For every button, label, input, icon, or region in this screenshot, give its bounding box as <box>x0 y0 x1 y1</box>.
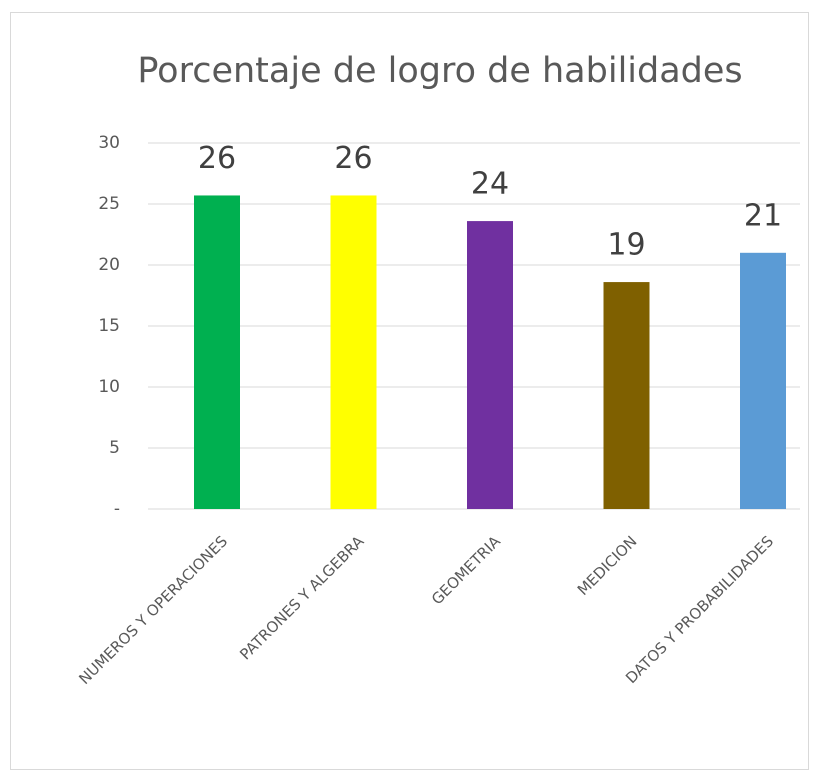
bar <box>740 252 786 510</box>
chart-title: Porcentaje de logro de habilidades <box>137 51 742 91</box>
chart-frame <box>10 12 809 770</box>
data-label: 21 <box>744 198 782 233</box>
y-tick-label: 30 <box>98 133 120 153</box>
y-tick-label: 20 <box>98 255 120 275</box>
data-label: 26 <box>198 141 236 176</box>
bar <box>194 195 240 509</box>
y-tick-label: 15 <box>98 316 120 336</box>
data-label: 26 <box>334 141 372 176</box>
y-tick-label: 5 <box>109 438 120 458</box>
bar <box>603 282 650 509</box>
bar <box>467 221 513 509</box>
y-tick-label: - <box>114 499 120 519</box>
data-label: 19 <box>607 228 645 263</box>
data-label: 24 <box>471 167 509 202</box>
y-tick-label: 25 <box>98 194 120 214</box>
y-tick-label: 10 <box>98 377 120 397</box>
bar <box>330 195 377 509</box>
